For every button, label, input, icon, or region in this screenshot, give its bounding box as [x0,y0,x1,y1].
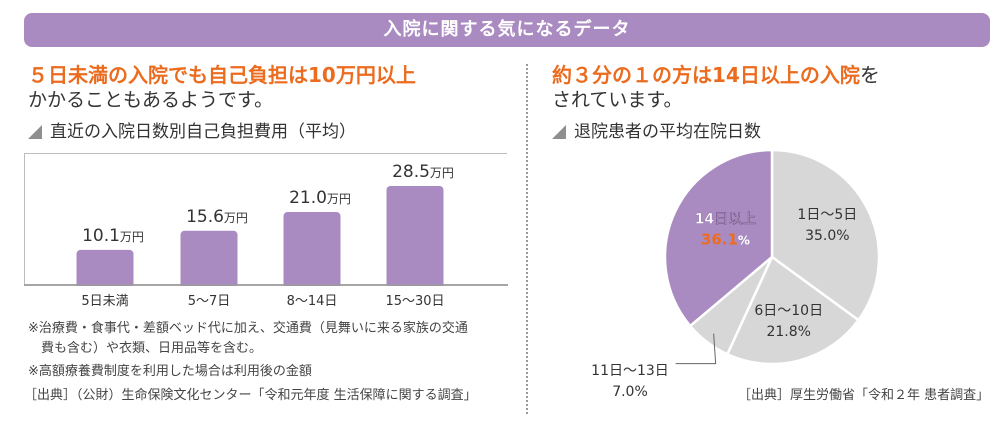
right-headline: 約３分の１の方は14日以上の入院を されています。 [552,63,880,113]
pie-chart: 1日～5日 35.0% 6日～10日 21.8% 11日～13日 7.0% 14日以上 36.… [591,148,881,400]
bar-chart: 10.1万円 5日未満 15.6万円 5～7日 21.0万円 8～14日 28.5万円 15～… [24,162,508,309]
bar [76,249,134,289]
bar-value-label: 21.0万円 [289,188,351,208]
bar [386,186,444,289]
column-divider [526,64,528,414]
slice-label: 11日～13日 [591,363,669,379]
right-source: ［出典］厚生労働省「令和２年 患者調査」 [738,388,990,403]
pie-slice [770,148,881,322]
left-source: ［出典］（公財）生命保険文化センター「令和元年度 生活保障に関する調査」 [24,388,477,403]
left-headline-rest: かかることもあるようです。 [28,89,274,111]
bar-chart-frame [24,153,507,291]
right-headline-suffix: を [859,63,880,87]
svg-text:35.0%: 35.0% [805,228,849,244]
slice-label: 14日以上 [695,211,756,227]
x-tick-label: 8～14日 [287,294,338,309]
bar-chart-title: 直近の入院日数別自己負担費用（平均） [50,122,356,142]
slice-label: 6日～10日 [754,303,823,319]
triangle-bullet-icon [28,125,42,139]
note-line-3: ※高額療養費制度を利用した場合は利用後の金額 [28,364,312,379]
note-line-2: 費も含む）や衣類、日用品等を含む。 [28,341,263,356]
section-banner: 入院に関する気になるデータ [24,13,990,47]
pie-slice [663,148,774,328]
x-tick-label: 15～30日 [385,294,444,309]
left-headline-highlight: ５日未満の入院でも自己負担は10万円以上 [28,63,416,87]
slice-value: 36.1% [701,230,750,248]
svg-text:7.0%: 7.0% [612,384,648,400]
note-line-1: ※治療費・食事代・差額ベッド代に加え、交通費（見舞いに来る家族の交通 [28,321,468,336]
left-headline: ５日未満の入院でも自己負担は10万円以上 かかることもあるようです。 [28,63,416,113]
x-tick-label: 5～7日 [188,294,231,309]
axis-mask [24,286,508,292]
bar-value-label: 28.5万円 [392,162,454,182]
right-headline-rest: されています。 [552,89,683,111]
triangle-bullet-icon [552,125,566,139]
right-headline-highlight: 約３分の１の方は14日以上の入院 [552,63,860,87]
bar [180,230,238,289]
bar [283,212,341,289]
bar-value-label: 15.6万円 [186,207,248,227]
x-tick-label: 5日未満 [81,294,128,309]
slice-label: 1日～5日 [797,207,857,223]
bar-value-label: 10.1万円 [82,226,144,246]
leader-line [675,333,717,365]
pie-chart-title: 退院患者の平均在院日数 [574,122,761,142]
svg-text:21.8%: 21.8% [766,324,810,340]
